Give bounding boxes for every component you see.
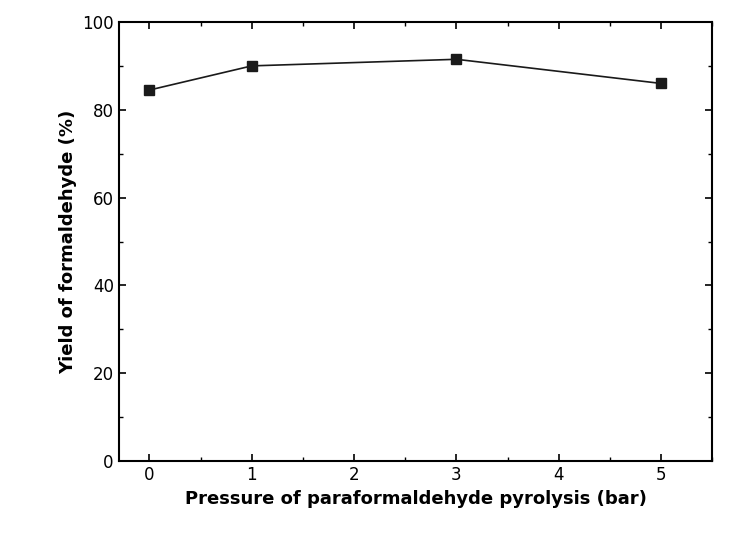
X-axis label: Pressure of paraformaldehyde pyrolysis (bar): Pressure of paraformaldehyde pyrolysis (… (185, 490, 646, 508)
Y-axis label: Yield of formaldehyde (%): Yield of formaldehyde (%) (59, 109, 76, 374)
